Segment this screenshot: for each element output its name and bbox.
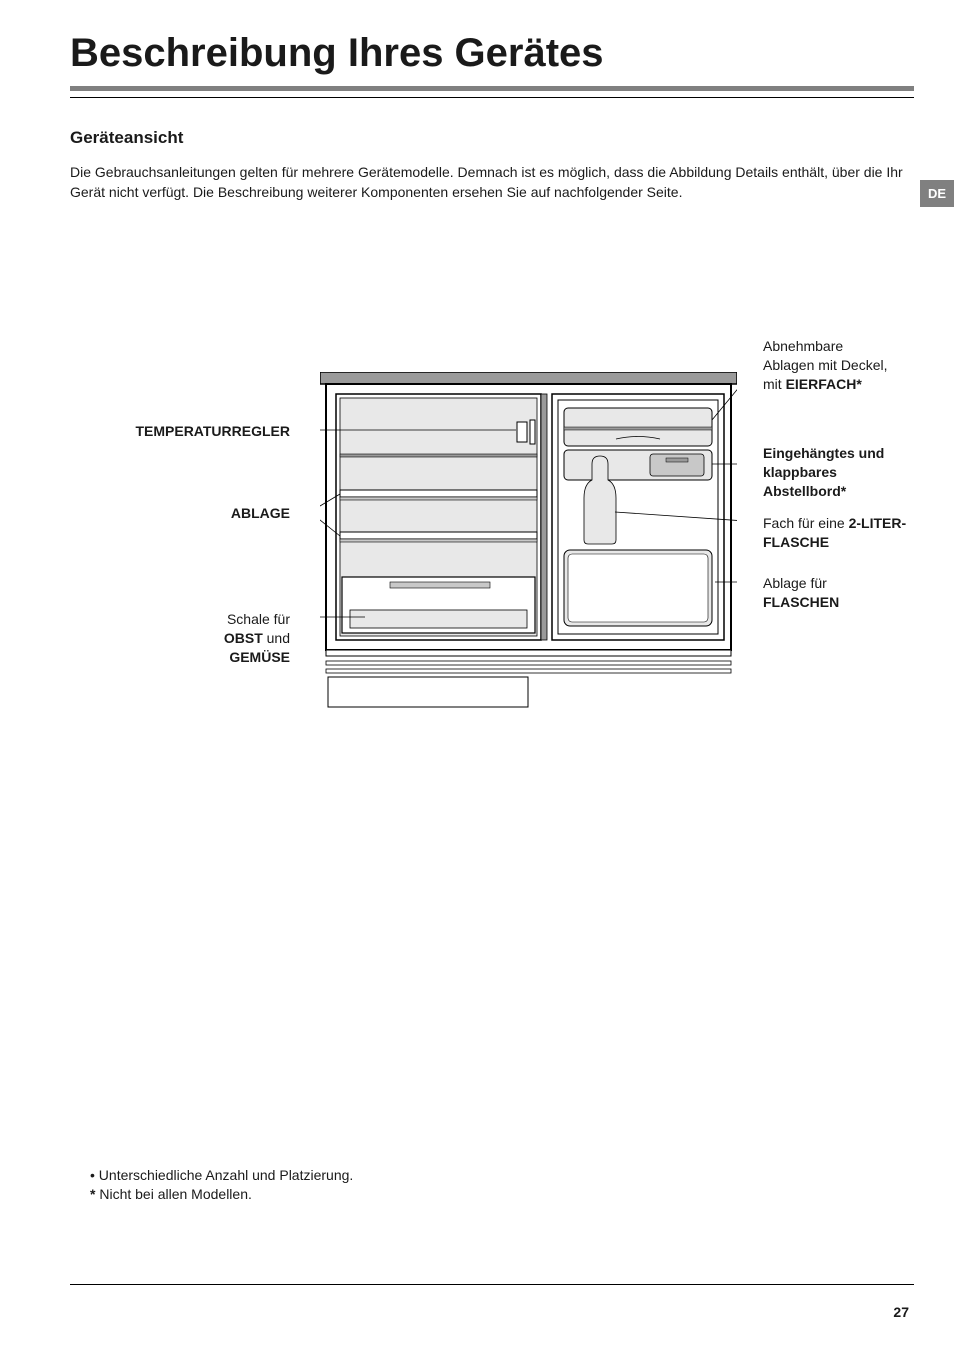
section-title: Geräteansicht	[70, 128, 914, 148]
footer-rule	[70, 1284, 914, 1285]
label-abstellbord: Eingehängtes und klappbares Abstellbord*	[763, 444, 923, 501]
title-rule	[70, 86, 914, 91]
label-flaschen: Ablage für FLASCHEN	[763, 574, 923, 612]
body-rule	[70, 97, 914, 98]
appliance-svg	[320, 372, 737, 712]
intro-text: Die Gebrauchsanleitungen gelten für mehr…	[70, 163, 914, 202]
page-number: 27	[893, 1304, 909, 1320]
language-tab: DE	[920, 180, 954, 207]
label-ablage: ABLAGE	[110, 504, 290, 523]
label-temperatur: TEMPERATURREGLER	[110, 422, 290, 441]
label-eierfach: Abnehmbare Ablagen mit Deckel, mit EIERF…	[763, 337, 923, 394]
label-schale: Schale für OBST und GEMÜSE	[110, 610, 290, 667]
label-2liter: Fach für eine 2-LITER-FLASCHE	[763, 514, 923, 552]
appliance-diagram: TEMPERATURREGLER ABLAGE Schale für OBST …	[70, 372, 910, 932]
page-title: Beschreibung Ihres Gerätes	[70, 30, 914, 76]
footer-notes: • Unterschiedliche Anzahl und Platzierun…	[90, 1166, 353, 1205]
